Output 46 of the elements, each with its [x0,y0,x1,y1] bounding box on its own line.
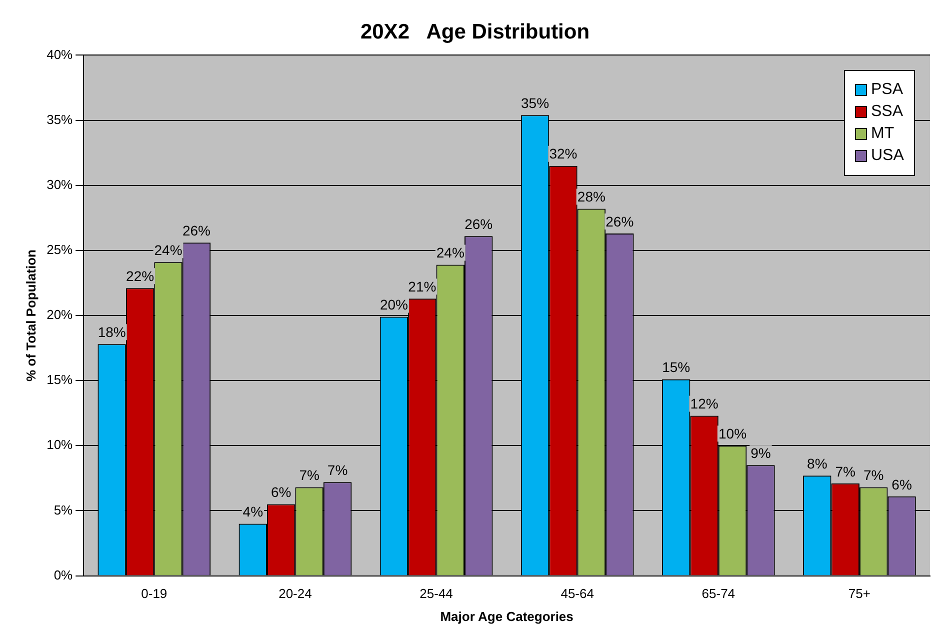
y-tick-label: 15% [46,372,74,388]
data-label: 21% [408,278,436,294]
data-label: 24% [154,242,182,258]
y-tick-label: 25% [46,242,74,258]
data-label: 7% [299,467,320,484]
data-label: 26% [464,216,493,232]
data-label: 32% [549,146,578,162]
data-label: 4% [242,504,264,520]
data-label: 9% [750,445,771,462]
y-tick-label: 10% [46,437,74,452]
x-tick-label: 65-74 [702,586,736,602]
data-label: 7% [835,463,856,480]
data-label: 10% [718,426,747,442]
y-tick-label: 40% [46,46,74,62]
legend-label: PSA [871,81,904,100]
y-tick-label: 30% [46,176,74,192]
legend-label: SSA [871,103,904,122]
data-label: 24% [436,244,464,261]
data-label: 7% [863,467,884,484]
data-label: 6% [892,476,912,492]
x-axis-title: Major Age Categories [440,608,574,624]
data-label: 35% [521,94,550,111]
data-label: 8% [807,455,828,472]
data-label: 28% [577,188,606,205]
chart-title: 20X2 Age Distribution [360,20,590,44]
data-label: 20% [380,296,408,313]
x-tick-label: 75+ [848,586,870,602]
y-tick-label: 35% [46,112,74,127]
y-tick-label: 0% [54,567,74,582]
y-axis-title: % of Total Population [23,249,38,382]
data-label: 15% [662,359,690,376]
x-tick-label: 0-19 [141,586,168,602]
legend-label: MT [871,125,894,144]
data-label: 12% [690,396,718,412]
legend-label: USA [871,147,904,166]
data-label: 26% [606,213,634,230]
y-tick-label: 5% [54,502,74,518]
data-label: 7% [327,462,348,478]
x-tick-label: 25-44 [420,586,453,602]
data-label: 18% [98,324,126,340]
y-tick-label: 20% [46,307,74,322]
data-label: 26% [182,222,210,238]
x-tick-label: 45-64 [560,586,594,602]
data-label: 22% [126,268,154,284]
x-tick-label: 20-24 [278,586,312,602]
data-label: 6% [270,484,292,500]
